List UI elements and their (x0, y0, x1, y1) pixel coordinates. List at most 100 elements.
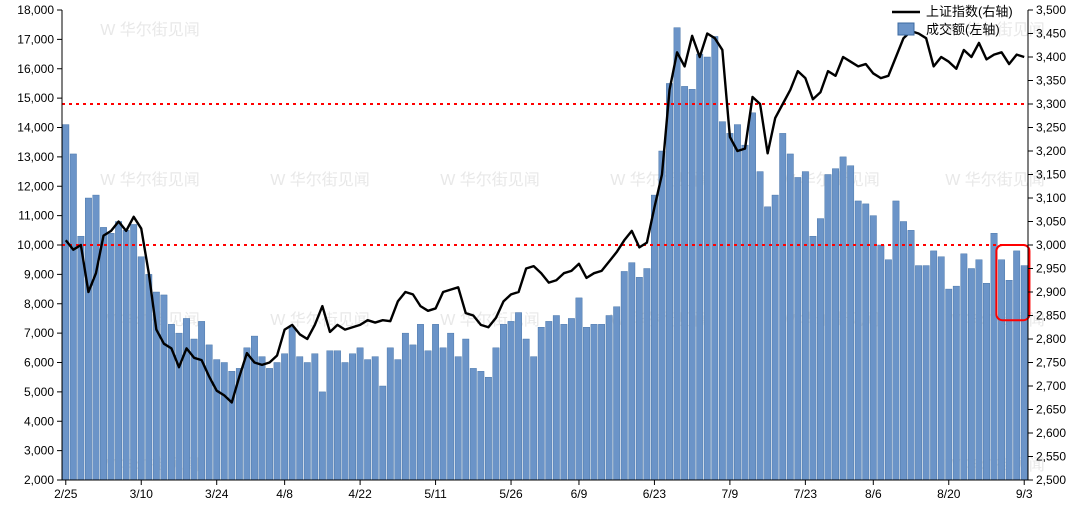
x-axis-label: 5/11 (424, 487, 447, 501)
right-axis-label: 2,650 (1036, 403, 1066, 417)
volume-bar (78, 236, 84, 480)
volume-bar (885, 260, 891, 480)
left-axis-label: 5,000 (24, 385, 54, 399)
volume-bar (870, 216, 876, 480)
volume-bar (802, 172, 808, 480)
right-axis-label: 2,600 (1036, 426, 1066, 440)
volume-bar (621, 271, 627, 480)
left-axis-label: 4,000 (24, 414, 54, 428)
left-axis-label: 3,000 (24, 444, 54, 458)
volume-bar (515, 313, 521, 480)
volume-bars (63, 28, 1028, 480)
legend-label: 成交额(左轴) (926, 22, 1000, 37)
volume-bar (712, 36, 718, 480)
volume-bar (432, 324, 438, 480)
left-axis-label: 11,000 (18, 209, 54, 223)
volume-bar (613, 307, 619, 480)
x-axis-label: 7/23 (794, 487, 818, 501)
volume-bar (183, 318, 189, 480)
x-axis-label: 6/9 (571, 487, 588, 501)
volume-bar (787, 154, 793, 480)
right-axis-label: 3,450 (1036, 27, 1066, 41)
volume-bar (538, 327, 544, 480)
volume-bar (130, 224, 136, 480)
volume-bar (364, 360, 370, 480)
right-axis-label: 2,550 (1036, 450, 1066, 464)
right-axis-label: 2,800 (1036, 332, 1066, 346)
right-axis-label: 3,350 (1036, 74, 1066, 88)
volume-bar (636, 277, 642, 480)
left-axis-label: 13,000 (17, 150, 54, 164)
volume-bar (266, 368, 272, 480)
volume-bar (108, 233, 114, 480)
x-axis-label: 5/26 (499, 487, 523, 501)
volume-bar (259, 357, 265, 480)
volume-bar (704, 57, 710, 480)
watermark: W 华尔街见闻 (270, 171, 370, 189)
right-axis-label: 2,750 (1036, 356, 1066, 370)
volume-bar (764, 207, 770, 480)
right-axis-label: 3,200 (1036, 144, 1066, 158)
volume-bar (229, 371, 235, 480)
volume-bar (915, 266, 921, 480)
left-axis-label: 16,000 (17, 62, 54, 76)
volume-bar (825, 175, 831, 481)
x-axis-label: 4/8 (276, 487, 293, 501)
volume-bar (681, 86, 687, 480)
volume-bar (530, 357, 536, 480)
left-axis-label: 18,000 (17, 3, 54, 17)
volume-bar (319, 392, 325, 480)
legend: 上证指数(右轴)成交额(左轴) (892, 4, 1013, 37)
volume-bar (666, 83, 672, 480)
volume-bar (968, 269, 974, 481)
volume-bar (221, 363, 227, 481)
volume-bar (274, 363, 280, 481)
volume-bar (523, 339, 529, 480)
volume-bar (930, 251, 936, 480)
left-axis-label: 8,000 (24, 297, 54, 311)
volume-bar (583, 327, 589, 480)
x-axis-label: 8/6 (865, 487, 882, 501)
x-axis-label: 9/3 (1016, 487, 1033, 501)
watermark: W 华尔街见闻 (100, 171, 200, 189)
volume-bar (817, 219, 823, 480)
reference-lines (62, 104, 1028, 245)
volume-bar (206, 345, 212, 480)
right-axis-label: 3,000 (1036, 238, 1066, 252)
volume-bar (938, 257, 944, 480)
left-axis-label: 10,000 (17, 238, 54, 252)
volume-bar (629, 263, 635, 480)
volume-bar (289, 327, 295, 480)
x-axis: 2/253/103/244/84/225/115/266/96/237/97/2… (54, 480, 1033, 501)
volume-bar (1013, 251, 1019, 480)
volume-bar (961, 254, 967, 480)
right-axis-label: 2,500 (1036, 473, 1066, 487)
volume-bar (357, 348, 363, 480)
volume-bar (312, 354, 318, 480)
volume-bar (546, 321, 552, 480)
left-axis-label: 15,000 (17, 91, 54, 105)
volume-bar (251, 336, 257, 480)
right-axis-label: 2,950 (1036, 262, 1066, 276)
volume-bar (342, 363, 348, 481)
left-axis-label: 7,000 (24, 326, 54, 340)
right-axis-label: 2,900 (1036, 285, 1066, 299)
x-axis-label: 7/9 (722, 487, 739, 501)
x-axis-label: 8/20 (937, 487, 961, 501)
right-axis-label: 3,400 (1036, 50, 1066, 64)
volume-bar (455, 357, 461, 480)
right-axis-label: 3,300 (1036, 97, 1066, 111)
volume-bar (983, 283, 989, 480)
left-axis: 2,0003,0004,0005,0006,0007,0008,0009,000… (17, 3, 62, 487)
volume-bar (176, 333, 182, 480)
volume-bar (372, 357, 378, 480)
volume-bar (304, 363, 310, 481)
volume-bar (795, 177, 801, 480)
volume-bar (1006, 280, 1012, 480)
chart-svg: W 华尔街见闻W 华尔街见闻W 华尔街见闻W 华尔街见闻W 华尔街见闻W 华尔街… (0, 0, 1080, 510)
x-axis-label: 6/23 (643, 487, 667, 501)
volume-bar (334, 351, 340, 480)
volume-bar (734, 125, 740, 480)
volume-bar (85, 198, 91, 480)
volume-bar (651, 195, 657, 480)
